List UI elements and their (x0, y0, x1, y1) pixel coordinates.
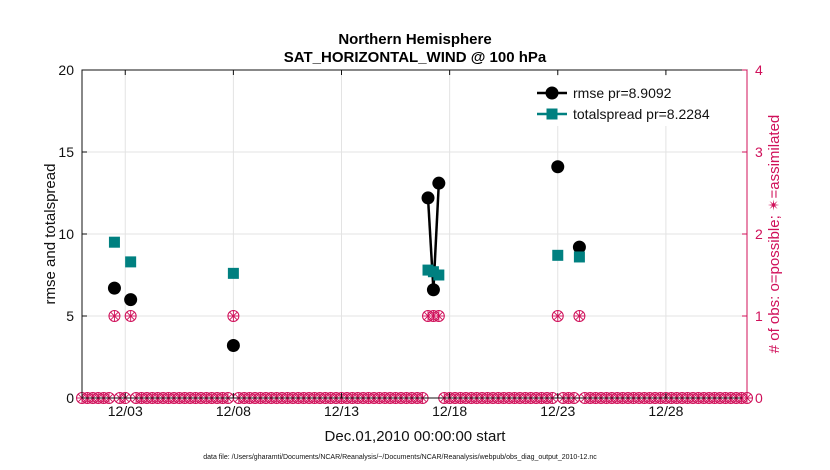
y-tick-label: 20 (58, 62, 74, 78)
rmse-point (572, 240, 586, 254)
rmse-point (426, 283, 440, 297)
x-tick-label: 12/13 (324, 403, 359, 419)
y2-tick-label: 4 (755, 62, 763, 78)
x-axis-label: Dec.01,2010 00:00:00 start (325, 428, 507, 445)
x-tick-label: 12/28 (648, 403, 683, 419)
y-tick-label: 5 (66, 308, 74, 324)
rmse-point (226, 339, 240, 353)
totalspread-point (125, 256, 137, 268)
obs-star-stroke (229, 311, 238, 321)
legend-box (527, 76, 741, 126)
y2-tick-label: 0 (755, 390, 763, 406)
y-axis-left: 0 5 10 15 20 (58, 62, 87, 406)
y2-axis-label: # of obs: o=possible; ✴=assimilated (766, 115, 783, 354)
legend-rmse-label: rmse pr=8.9092 (573, 85, 672, 101)
y-axis-label: rmse and totalspread (42, 164, 59, 305)
x-tick-label: 12/03 (108, 403, 143, 419)
totalspread-point (108, 236, 120, 248)
obs-count-marker (551, 310, 564, 322)
y-tick-label: 15 (58, 144, 74, 160)
y-tick-label: 0 (66, 390, 74, 406)
legend: rmse pr=8.9092 totalspread pr=8.2284 (527, 76, 741, 126)
x-tick-label: 12/08 (216, 403, 251, 419)
obs-count-marker (227, 310, 240, 322)
obs-count-marker (124, 310, 137, 322)
obs-count-marker (108, 310, 121, 322)
rmse-point (421, 191, 435, 205)
rmse-point (432, 176, 446, 190)
obs-star-stroke (575, 311, 584, 321)
data-layer (76, 160, 753, 404)
y2-tick-label: 3 (755, 144, 763, 160)
rmse-point (551, 160, 565, 174)
totalspread-point (573, 251, 585, 263)
legend-rmse-marker (545, 86, 559, 100)
chart-title: Northern Hemisphere (338, 31, 491, 48)
x-tick-label: 12/18 (432, 403, 467, 419)
legend-totalspread-marker (546, 108, 558, 120)
obs-count-marker (432, 310, 445, 322)
obs-star-stroke (434, 311, 444, 321)
rmse-point (107, 281, 121, 295)
legend-totalspread-label: totalspread pr=8.2284 (573, 106, 710, 122)
totalspread-point (433, 269, 445, 281)
y2-tick-label: 2 (755, 226, 763, 242)
obs-star-stroke (126, 311, 135, 321)
y2-tick-label: 1 (755, 308, 763, 324)
footnote: data file: /Users/gharamti/Documents/NCA… (203, 454, 597, 461)
obs-count-marker (573, 310, 586, 322)
x-axis: 12/03 12/08 12/13 12/18 12/23 12/28 (108, 70, 684, 419)
totalspread-point (227, 267, 239, 279)
obs-star-stroke (110, 311, 119, 321)
obs-star-stroke (553, 311, 562, 321)
x-tick-label: 12/23 (540, 403, 575, 419)
y-axis-right: 0 1 2 3 4 (742, 62, 763, 406)
totalspread-point (552, 249, 564, 261)
rmse-point (124, 293, 138, 307)
y-tick-label: 10 (58, 226, 74, 242)
chart-subtitle: SAT_HORIZONTAL_WIND @ 100 hPa (284, 49, 547, 66)
